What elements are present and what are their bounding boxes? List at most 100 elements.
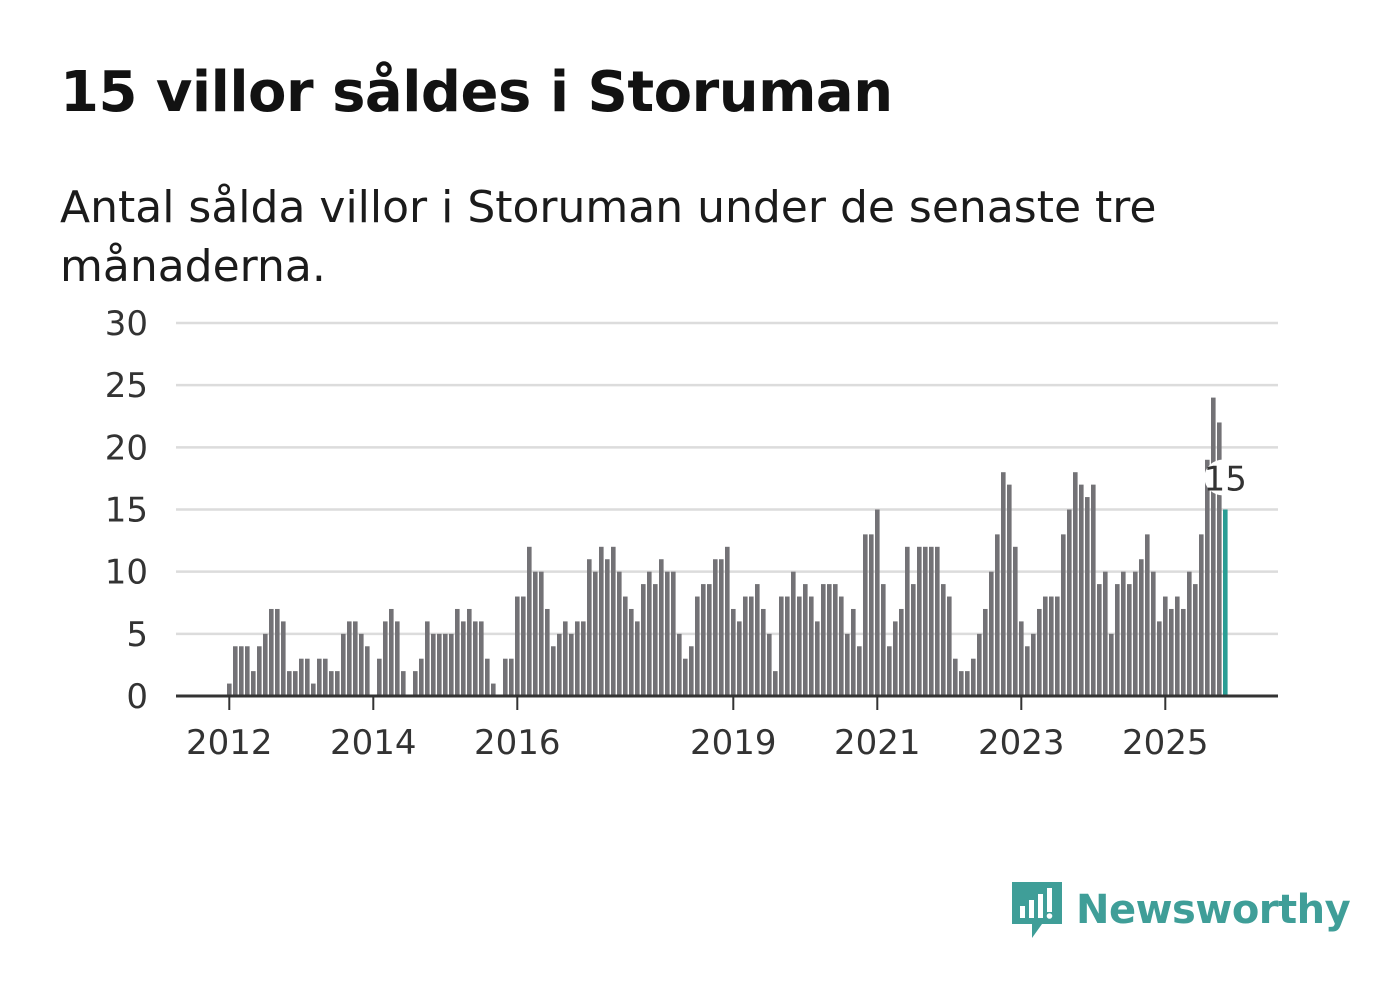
bar — [635, 621, 640, 696]
bar — [425, 621, 430, 696]
bar — [1211, 397, 1216, 696]
bar — [965, 671, 970, 696]
bar — [683, 658, 688, 696]
bar — [1019, 621, 1024, 696]
bar — [1061, 534, 1066, 696]
bar — [1013, 546, 1018, 696]
bar — [881, 584, 886, 696]
bar — [1037, 608, 1042, 696]
bar — [1049, 596, 1054, 696]
bar — [1217, 422, 1222, 696]
bar — [503, 658, 508, 696]
data-label: 15 — [1204, 460, 1247, 500]
bar — [923, 546, 928, 696]
bar — [419, 658, 424, 696]
x-tick-label: 2014 — [330, 723, 417, 763]
bar — [665, 571, 670, 696]
bar — [845, 633, 850, 696]
bar — [851, 608, 856, 696]
bar — [299, 658, 304, 696]
bar — [443, 633, 448, 696]
bar — [317, 658, 322, 696]
bar — [1043, 596, 1048, 696]
bar — [563, 621, 568, 696]
bar — [359, 633, 364, 696]
bar — [899, 608, 904, 696]
bar — [311, 683, 316, 696]
bar — [383, 621, 388, 696]
bar — [839, 596, 844, 696]
bar — [1025, 646, 1030, 696]
bar — [929, 546, 934, 696]
bar — [755, 584, 760, 696]
bar — [731, 608, 736, 696]
bar — [947, 596, 952, 696]
bar — [941, 584, 946, 696]
chart-subtitle: Antal sålda villor i Storuman under de s… — [60, 182, 1157, 292]
bar — [305, 658, 310, 696]
bar — [545, 608, 550, 696]
bar — [473, 621, 478, 696]
brand-name: Newsworthy — [1076, 887, 1351, 933]
bar — [773, 671, 778, 696]
bar — [581, 621, 586, 696]
bar — [653, 584, 658, 696]
bar — [1067, 509, 1072, 696]
bar — [1139, 559, 1144, 696]
x-tick-label: 2012 — [186, 723, 273, 763]
bar — [461, 621, 466, 696]
bar — [677, 633, 682, 696]
bar — [983, 608, 988, 696]
y-tick-label: 5 — [126, 615, 148, 655]
bar — [365, 646, 370, 696]
bar — [1133, 571, 1138, 696]
bar — [449, 633, 454, 696]
bar — [593, 571, 598, 696]
bar — [539, 571, 544, 696]
bar — [1175, 596, 1180, 696]
bar — [905, 546, 910, 696]
bar — [1205, 459, 1210, 696]
bar — [827, 584, 832, 696]
bar — [1085, 497, 1090, 696]
bar — [275, 608, 280, 696]
bar — [809, 596, 814, 696]
bar — [833, 584, 838, 696]
bar — [617, 571, 622, 696]
bar — [389, 608, 394, 696]
bar — [671, 571, 676, 696]
bar — [695, 596, 700, 696]
y-tick-label: 15 — [105, 491, 148, 531]
bar — [341, 633, 346, 696]
bar — [257, 646, 262, 696]
bar — [575, 621, 580, 696]
bar — [1121, 571, 1126, 696]
bar — [1199, 534, 1204, 696]
bar — [377, 658, 382, 696]
bar — [887, 646, 892, 696]
bar — [977, 633, 982, 696]
bar — [1127, 584, 1132, 696]
bar — [323, 658, 328, 696]
bar — [527, 546, 532, 696]
bar — [455, 608, 460, 696]
bar — [1007, 484, 1012, 696]
bar — [239, 646, 244, 696]
y-tick-label: 0 — [126, 677, 148, 717]
newsworthy-logo-icon — [1012, 882, 1062, 938]
bar — [707, 584, 712, 696]
bar — [935, 546, 940, 696]
bar — [293, 671, 298, 696]
bar — [1115, 584, 1120, 696]
bar — [509, 658, 514, 696]
bar — [623, 596, 628, 696]
bar — [863, 534, 868, 696]
bar — [521, 596, 526, 696]
bar — [1181, 608, 1186, 696]
bar — [797, 596, 802, 696]
bar — [557, 633, 562, 696]
bar — [599, 546, 604, 696]
bar — [737, 621, 742, 696]
bar — [761, 608, 766, 696]
bar — [953, 658, 958, 696]
